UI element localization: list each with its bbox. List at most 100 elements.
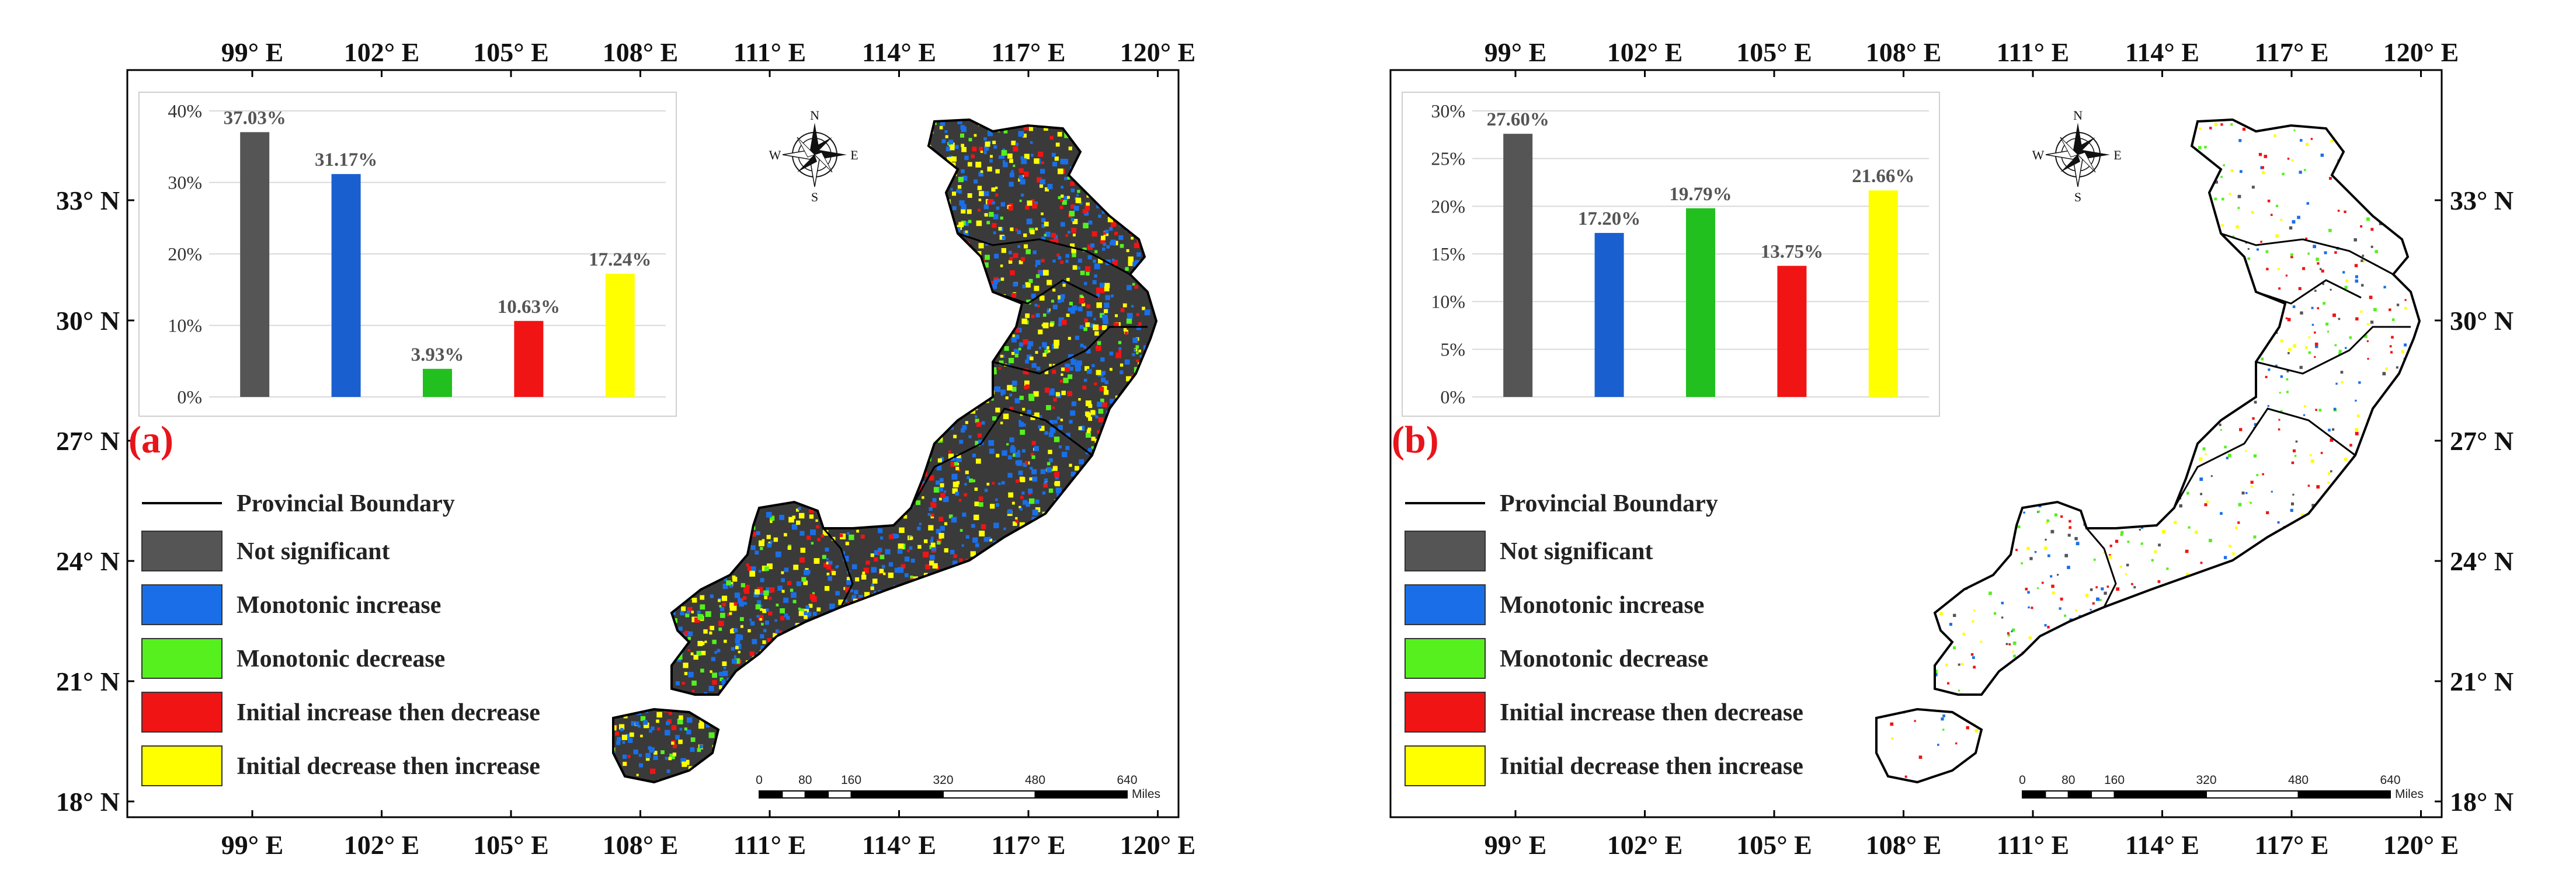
map-pixel: [675, 735, 680, 740]
map-pixel: [999, 360, 1004, 365]
map-pixel: [760, 578, 764, 583]
lat-label: 27° N: [56, 426, 120, 456]
map-pixel: [1083, 378, 1087, 382]
map-pixel: [775, 551, 781, 557]
map-pixel: [1028, 341, 1034, 347]
map-pixel: [829, 604, 835, 609]
map-pixel: [735, 634, 741, 639]
lon-label-bottom: 117° E: [991, 830, 1065, 860]
map-pixel: [1042, 322, 1049, 329]
map-pixel: [844, 599, 848, 602]
map-pixel: [862, 571, 865, 575]
map-pixel: [1034, 286, 1040, 291]
map-pixel: [1077, 266, 1080, 270]
map-pixel: [1079, 294, 1083, 299]
map-pixel: [719, 685, 723, 689]
map-pixel: [1046, 346, 1049, 350]
map-pixel: [1072, 305, 1077, 311]
map-pixel: [614, 731, 620, 736]
map-pixel: [1062, 159, 1069, 165]
map-pixel: [1069, 367, 1073, 371]
map-pixel: [933, 487, 940, 493]
map-pixel: [944, 130, 948, 133]
map-pixel: [718, 672, 724, 677]
map-pixel: [764, 566, 769, 571]
map-pixel: [749, 618, 752, 621]
map-pixel: [1114, 231, 1118, 235]
map-pixel: [638, 763, 644, 768]
map-pixel: [1037, 414, 1042, 420]
map-pixel: [1036, 366, 1041, 371]
map-pixel: [638, 724, 641, 728]
map-pixel: [798, 507, 801, 510]
map-pixel: [1013, 146, 1018, 152]
map-pixel: [793, 564, 799, 570]
map-pixel: [1009, 172, 1014, 177]
map-pixel: [998, 155, 1002, 159]
map-pixel: [989, 159, 993, 163]
map-pixel: [843, 587, 847, 590]
map-pixel: [656, 727, 660, 731]
map-pixel: [1088, 220, 1093, 225]
map-pixel: [633, 749, 638, 755]
map-pixel: [1071, 228, 1077, 233]
map-pixel: [768, 611, 773, 616]
map-pixel: [768, 597, 772, 600]
map-pixel: [858, 597, 861, 601]
map-pixel: [1041, 161, 1045, 165]
map-pixel: [892, 534, 897, 539]
map-pixel: [909, 536, 913, 540]
map-pixel: [898, 567, 904, 573]
map-pixel: [939, 477, 944, 482]
map-pixel: [1053, 398, 1057, 402]
map-pixel: [653, 751, 658, 755]
map-pixel: [1030, 141, 1033, 144]
map-pixel: [1096, 302, 1102, 308]
map-pixel: [1020, 257, 1025, 262]
map-pixel: [962, 425, 967, 430]
map-pixel: [996, 454, 1000, 458]
map-pixel: [986, 483, 990, 486]
map-pixel: [1115, 352, 1122, 358]
map-pixel: [1127, 313, 1133, 319]
map-pixel: [767, 543, 772, 548]
map-pixel: [815, 519, 818, 522]
map-pixel: [729, 584, 733, 588]
map-pixel: [939, 497, 942, 501]
map-pixel: [696, 651, 701, 656]
map-pixel: [628, 738, 633, 743]
map-pixel: [965, 535, 969, 539]
map-pixel: [879, 555, 885, 560]
map-pixel: [961, 144, 965, 148]
map-pixel: [1047, 280, 1052, 285]
map-pixel: [981, 524, 986, 529]
map-pixel: [1103, 389, 1109, 395]
map-pixel: [987, 200, 992, 205]
map-pixel: [1000, 421, 1003, 424]
map-pixel: [773, 537, 778, 542]
map-pixel: [735, 638, 741, 644]
map-pixel: [687, 649, 690, 652]
map-pixel: [995, 407, 1000, 413]
map-pixel: [1061, 194, 1064, 198]
lon-label-top: 105° E: [473, 37, 549, 67]
map-pixel: [784, 613, 788, 618]
map-pixel: [642, 720, 648, 725]
map-pixel: [1094, 274, 1097, 278]
map-pixel: [635, 721, 639, 726]
map-pixel: [1124, 332, 1128, 335]
map-pixel: [1046, 467, 1052, 473]
map-pixel: [1052, 369, 1056, 374]
map-pixel: [738, 650, 741, 654]
study-area-fill: [613, 120, 1156, 782]
map-pixel: [945, 135, 948, 138]
map-pixel: [1136, 313, 1139, 316]
map-pixel: [959, 200, 965, 206]
map-pixel: [1051, 299, 1054, 303]
map-pixel: [710, 670, 712, 673]
lon-label-bottom: 108° E: [603, 830, 679, 860]
map-pixel: [1024, 371, 1029, 375]
map-pixel: [743, 602, 747, 605]
map-pixel: [854, 590, 858, 595]
lat-label: 18° N: [56, 787, 120, 817]
